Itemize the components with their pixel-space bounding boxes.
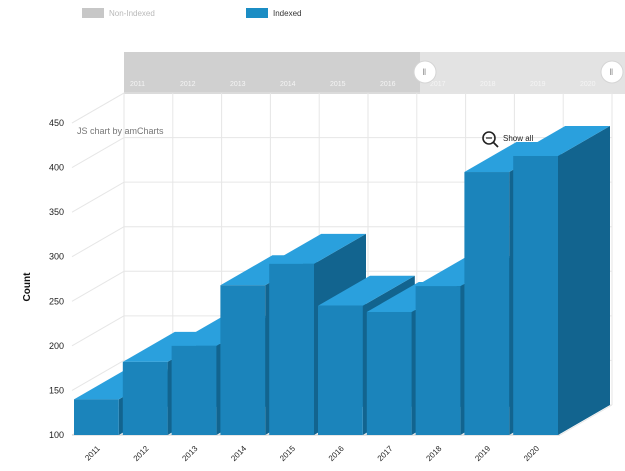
x-tick-label: 2017 (376, 444, 395, 463)
legend-label-indexed: Indexed (273, 8, 302, 18)
grid-line-diagonal (71, 359, 125, 391)
scrollbar-tick-label: 2015 (330, 81, 346, 88)
legend-item-non-indexed[interactable]: Non-Indexed (82, 8, 155, 18)
y-tick-label: 100 (49, 430, 64, 440)
scrollbar-tick-label: 2016 (380, 81, 396, 88)
bar-front (220, 285, 266, 435)
bar-front (122, 361, 168, 435)
bar-front (464, 172, 510, 435)
bars (74, 125, 610, 436)
scrollbar-tick-label: 2019 (530, 81, 546, 88)
bar-top (269, 233, 366, 264)
bar-top (513, 125, 610, 156)
y-tick-label: 300 (49, 252, 64, 262)
chart-credit[interactable]: JS chart by amCharts (77, 126, 164, 136)
bar-side (558, 125, 610, 436)
x-tick-label: 2018 (424, 444, 443, 463)
bar-front (171, 345, 217, 435)
grid-line-diagonal (71, 137, 125, 169)
y-tick-label: 150 (49, 385, 64, 395)
y-tick-label: 200 (49, 341, 64, 351)
bar-2020[interactable] (513, 125, 610, 436)
y-tick-label: 350 (49, 207, 64, 217)
zoom-out-label: Show all (503, 134, 533, 143)
grip-icon: ‖ (610, 67, 614, 77)
x-tick-label: 2016 (327, 444, 346, 463)
scrollbar-grip-left[interactable]: ‖ (413, 60, 437, 84)
zoom-out-icon-handle (492, 141, 499, 148)
scrollbar-tick-label: 2017 (430, 81, 446, 88)
bar-front (513, 155, 558, 436)
bar-front (366, 311, 412, 435)
scrollbar-tick-label: 2011 (130, 81, 145, 88)
y-tick-label: 400 (49, 163, 64, 173)
legend-label-non-indexed: Non-Indexed (109, 8, 155, 18)
zoom-out-icon (482, 131, 496, 145)
zoom-out-button[interactable]: Show all (482, 131, 533, 148)
scrollbar-tick-label: 2020 (580, 81, 596, 88)
x-tick-label: 2012 (132, 444, 151, 463)
x-tick-label: 2020 (522, 444, 541, 463)
legend: Non-Indexed Indexed (0, 8, 625, 26)
scrollbar[interactable]: 2011 2012 2013 2014 2015 2016 2017 2018 2019 2020… (124, 52, 625, 94)
scrollbar-tick-label: 2018 (480, 81, 496, 88)
grid-line-diagonal (71, 226, 125, 258)
scrollbar-grip-circle (413, 60, 437, 84)
scrollbar-tick-label: 2013 (230, 81, 246, 88)
legend-swatch-indexed (246, 8, 268, 18)
bar-front (269, 263, 314, 435)
grid-line-diagonal (71, 181, 125, 213)
grid-line-diagonal (71, 315, 125, 347)
scrollbar-grip-circle (600, 60, 624, 84)
x-tick-label: 2014 (229, 444, 248, 463)
x-tick-label: 2011 (83, 444, 102, 463)
y-axis-label: Count (22, 272, 33, 302)
scrollbar-tick-label: 2014 (280, 81, 296, 88)
x-tick-label: 2015 (278, 444, 297, 463)
bar-front (318, 305, 363, 435)
bar-front (74, 399, 119, 435)
scrollbar-grip-right[interactable]: ‖ (600, 60, 624, 84)
legend-swatch-non-indexed (82, 8, 104, 18)
x-tick-label: 2013 (180, 444, 199, 463)
grip-icon: ‖ (423, 67, 427, 77)
grid-line-diagonal (71, 270, 125, 302)
legend-item-indexed[interactable]: Indexed (246, 8, 301, 18)
grid-line-diagonal (71, 92, 125, 124)
bar-top (318, 275, 415, 306)
x-tick-label: 2019 (473, 444, 492, 463)
y-tick-label: 250 (49, 296, 64, 306)
bar-front (415, 286, 461, 435)
grid-line-floor (559, 404, 613, 436)
y-tick-label: 450 (49, 118, 64, 128)
scrollbar-selection[interactable] (124, 52, 420, 94)
scrollbar-tick-label: 2012 (180, 81, 196, 88)
